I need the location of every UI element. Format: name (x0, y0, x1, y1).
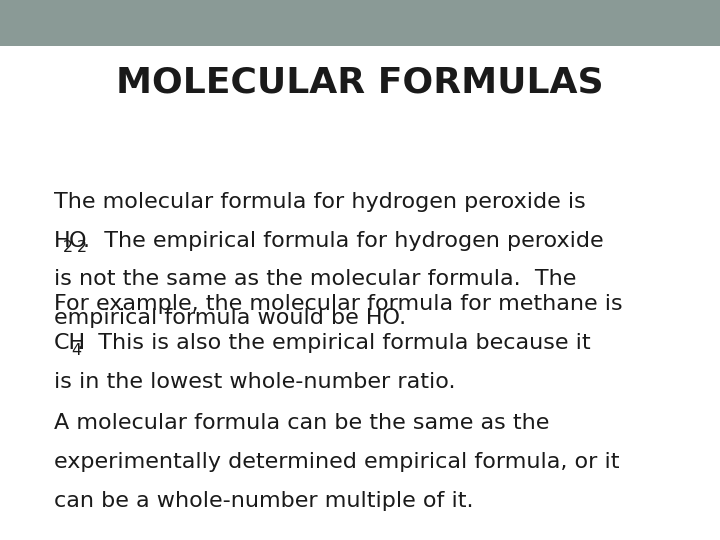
Text: is in the lowest whole-number ratio.: is in the lowest whole-number ratio. (54, 372, 456, 392)
Text: The molecular formula for hydrogen peroxide is: The molecular formula for hydrogen perox… (54, 192, 586, 212)
Text: .  The empirical formula for hydrogen peroxide: . The empirical formula for hydrogen per… (84, 231, 604, 251)
Text: empirical formula would be HO.: empirical formula would be HO. (54, 308, 406, 328)
Text: O: O (68, 231, 86, 251)
Text: .  This is also the empirical formula because it: . This is also the empirical formula bec… (77, 333, 590, 353)
Text: can be a whole-number multiple of it.: can be a whole-number multiple of it. (54, 491, 474, 511)
Bar (0, 0, 720, 46)
Text: experimentally determined empirical formula, or it: experimentally determined empirical form… (54, 452, 619, 472)
Text: CH: CH (54, 333, 86, 353)
Text: H: H (54, 231, 71, 251)
Text: For example, the molecular formula for methane is: For example, the molecular formula for m… (54, 294, 623, 314)
Text: MOLECULAR FORMULAS: MOLECULAR FORMULAS (116, 66, 604, 99)
Text: 2: 2 (77, 240, 87, 255)
Text: 4: 4 (71, 343, 81, 358)
Text: A molecular formula can be the same as the: A molecular formula can be the same as t… (54, 413, 549, 433)
Text: is not the same as the molecular formula.  The: is not the same as the molecular formula… (54, 269, 577, 289)
Text: 2: 2 (63, 240, 73, 255)
